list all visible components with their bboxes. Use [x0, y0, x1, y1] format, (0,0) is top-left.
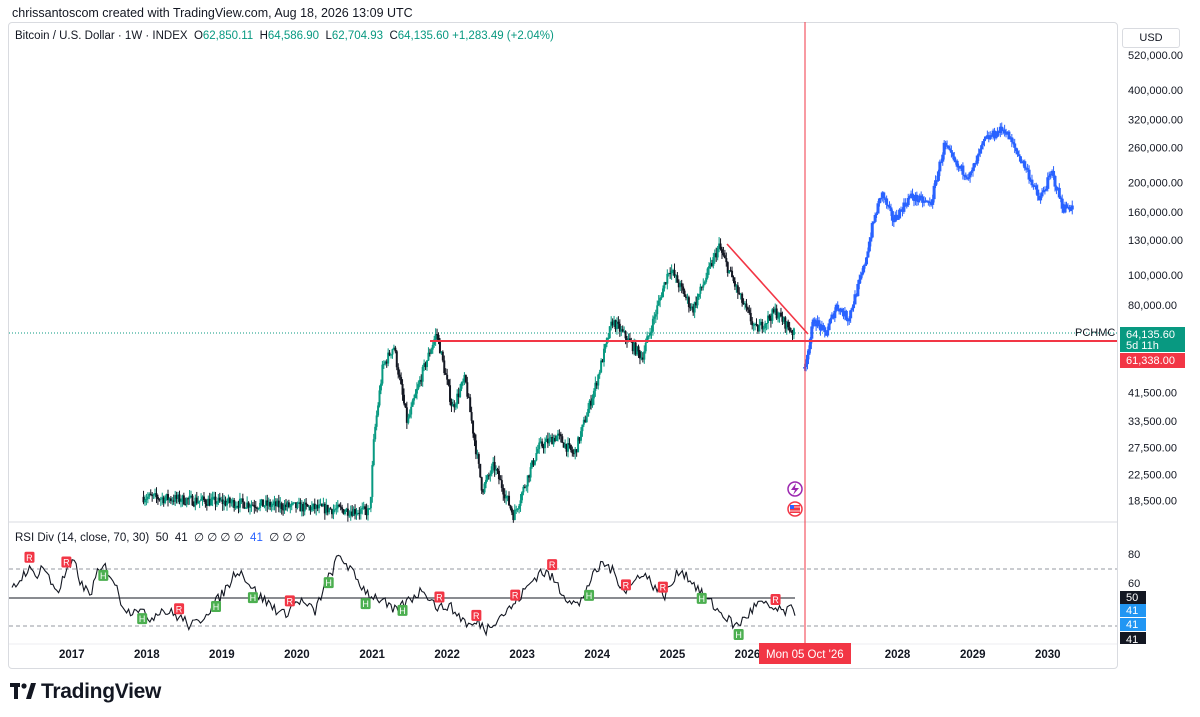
currency-button[interactable]: USD — [1122, 28, 1180, 48]
creator-line: chrissantoscom created with TradingView.… — [12, 6, 413, 20]
high-value: 64,586.90 — [267, 30, 320, 42]
rsi-value-3: 41 — [250, 532, 263, 544]
change-value: +1,283.49 (+2.04%) — [452, 30, 554, 42]
rsi-tag-41a-bg — [1120, 604, 1146, 617]
rsi-tag-41b-bg — [1120, 618, 1146, 631]
price-tick-label: 520,000.00 — [1128, 50, 1183, 62]
high-label: H — [259, 30, 268, 42]
rsi-tag-41c: 41 — [1126, 634, 1138, 646]
price-tick-label: 41,500.00 — [1128, 387, 1177, 399]
rsi-empty-slots: ∅ ∅ ∅ ∅ — [194, 532, 244, 544]
rsi-axis: 80 60 — [1128, 549, 1140, 590]
rsi-legend: RSI Div (14, close, 70, 30) 50 41 ∅ ∅ ∅ … — [15, 530, 306, 544]
rsi-empty-slots-2: ∅ ∅ ∅ — [269, 532, 306, 544]
rsi-tag-50-bg — [1120, 591, 1146, 604]
price-axis[interactable]: 520,000.00 400,000.00 320,000.00 260,000.00… — [1128, 50, 1183, 508]
price-tick-label: 100,000.00 — [1128, 270, 1183, 282]
low-value: 62,704.93 — [331, 30, 384, 42]
last-price-tag: 64,135.60 — [1126, 329, 1175, 341]
tradingview-logo-text: TradingView — [41, 680, 162, 703]
rsi-tag-41b: 41 — [1126, 619, 1138, 631]
tradingview-logo-icon — [10, 681, 36, 699]
rsi-tick-label: 80 — [1128, 549, 1140, 561]
countdown-tag: 5d 11h — [1126, 340, 1159, 352]
low-label: L — [325, 30, 332, 42]
rsi-tag-50: 50 — [1126, 592, 1138, 604]
price-tick-label: 18,500.00 — [1128, 495, 1177, 507]
rsi-value-2: 41 — [174, 532, 188, 544]
price-tick-label: 320,000.00 — [1128, 115, 1183, 127]
price-tick-label: 22,500.00 — [1128, 469, 1177, 481]
price-tick-label: 130,000.00 — [1128, 235, 1183, 247]
price-tick-label: 80,000.00 — [1128, 300, 1177, 312]
symbol-legend: Bitcoin / U.S. Dollar · 1W · INDEX O62,8… — [15, 30, 554, 42]
open-label: O — [193, 30, 203, 42]
price-tick-label: 260,000.00 — [1128, 142, 1183, 154]
price-tick-label: 27,500.00 — [1128, 442, 1177, 454]
rsi-title: RSI Div (14, close, 70, 30) — [15, 532, 150, 544]
close-value: 64,135.60 — [397, 30, 449, 42]
rsi-tag-41c-bg — [1120, 632, 1146, 644]
line-level-tag: 61,338.00 — [1126, 355, 1175, 367]
rsi-value-1: 50 — [155, 532, 169, 544]
close-label: C — [389, 30, 398, 42]
price-tick-label: 160,000.00 — [1128, 207, 1183, 219]
tradingview-logo[interactable]: TradingView — [10, 680, 161, 704]
rsi-tag-41a: 41 — [1126, 605, 1138, 617]
rsi-tick-label: 60 — [1128, 578, 1140, 590]
symbol-title: Bitcoin / U.S. Dollar · 1W · INDEX — [15, 30, 188, 42]
chart-frame — [8, 22, 1118, 669]
price-tick-label: 200,000.00 — [1128, 177, 1183, 189]
line-level-tag-bg — [1120, 353, 1185, 368]
price-tick-label: 400,000.00 — [1128, 85, 1183, 97]
price-tick-label: 33,500.00 — [1128, 416, 1177, 428]
open-value: 62,850.11 — [202, 30, 254, 42]
last-price-tag-bg — [1120, 327, 1185, 352]
